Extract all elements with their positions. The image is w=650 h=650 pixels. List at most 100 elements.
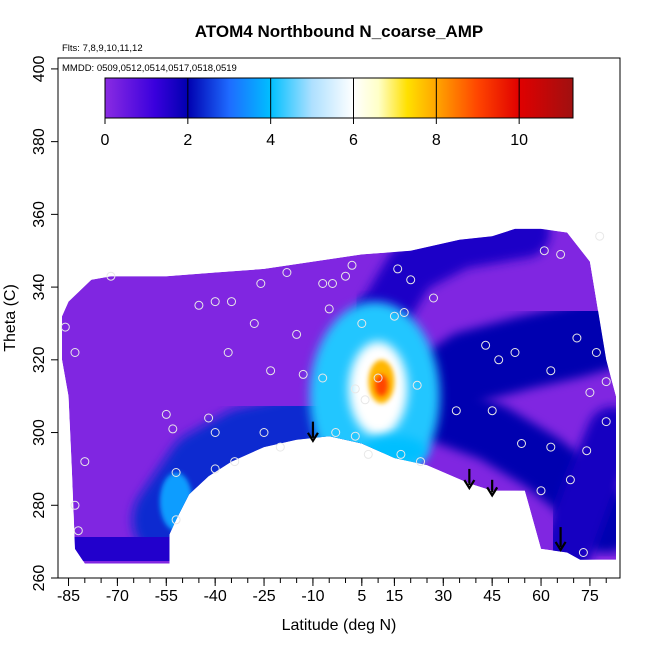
colorbar-tick-label: 8 — [432, 132, 441, 149]
sample-point — [328, 279, 337, 288]
sample-point — [292, 329, 302, 339]
x-tick-label: -70 — [106, 588, 129, 605]
sample-point — [591, 348, 601, 357]
sample-point — [350, 431, 360, 441]
field-band — [352, 228, 551, 349]
sample-point — [360, 395, 370, 405]
sample-point — [389, 311, 399, 321]
sample-point — [223, 348, 233, 357]
x-tick-label: -40 — [204, 588, 227, 605]
sample-point — [347, 260, 357, 270]
sample-point — [194, 300, 204, 310]
sample-point — [171, 515, 181, 525]
x-tick-label: 60 — [532, 588, 550, 605]
sample-point — [282, 268, 292, 277]
flight-arrows — [306, 421, 567, 552]
x-tick-label: -85 — [57, 588, 80, 605]
chart-title: ATOM4 Northbound N_coarse_AMP — [195, 22, 483, 41]
sample-point — [80, 457, 90, 467]
y-tick-label: 400 — [31, 55, 48, 82]
field-band — [62, 494, 214, 564]
x-tick-label: 45 — [483, 588, 501, 605]
sample-point — [204, 413, 214, 423]
colorbar-tick-label: 6 — [349, 132, 358, 149]
x-tick-label: -55 — [155, 588, 178, 605]
sample-point — [298, 369, 308, 379]
field-band — [390, 294, 616, 433]
x-tick-label: 75 — [581, 588, 599, 605]
sample-point — [171, 468, 181, 477]
field-blob — [374, 374, 388, 397]
field-blob — [159, 472, 193, 531]
x-tick-label: 5 — [357, 588, 366, 605]
sample-point — [494, 355, 504, 365]
sample-point — [539, 246, 549, 256]
sample-point — [510, 348, 520, 357]
field-band — [132, 388, 406, 564]
x-tick-label: 30 — [434, 588, 452, 605]
field-band — [541, 407, 616, 564]
sample-point — [227, 297, 236, 307]
sample-point — [210, 464, 220, 474]
sample-point — [412, 380, 422, 390]
flight-arrow-head — [463, 479, 476, 491]
sample-point — [373, 373, 383, 383]
sample-point — [601, 377, 611, 387]
sample-point — [259, 428, 269, 437]
sample-point — [396, 449, 406, 459]
y-tick-label: 280 — [31, 492, 48, 519]
sample-point — [582, 446, 592, 456]
sample-point — [601, 417, 611, 427]
sample-point — [572, 333, 582, 343]
sample-point — [230, 457, 240, 467]
plot-frame — [57, 57, 621, 579]
sample-point — [393, 264, 403, 274]
sample-point — [556, 249, 566, 259]
sample-point — [249, 319, 259, 328]
sample-point — [546, 442, 556, 452]
sample-point — [275, 442, 285, 452]
y-tick-label: 260 — [31, 565, 48, 592]
sample-point — [536, 486, 546, 496]
colorbar-tick-label: 2 — [183, 132, 192, 149]
sample-point — [60, 322, 70, 332]
sample-point — [70, 348, 80, 357]
colorbar: 0 2 4 6 8 10 — [101, 77, 574, 149]
sample-point — [429, 293, 438, 303]
sample-point — [546, 366, 556, 376]
x-axis-label: Latitude (deg N) — [282, 617, 397, 634]
y-tick-label: 380 — [31, 128, 48, 155]
sample-point — [451, 406, 461, 416]
sample-point — [578, 548, 588, 557]
heatmap-field — [62, 228, 616, 564]
y-tick-label: 320 — [31, 346, 48, 373]
sample-point — [324, 304, 334, 314]
x-axis: -85 -70 -55 -40 -25 -10 5 15 30 45 60 75 — [57, 578, 607, 605]
sample-points — [60, 231, 611, 557]
sample-point — [357, 319, 367, 328]
y-tick-label: 300 — [31, 419, 48, 446]
sample-point — [168, 424, 178, 434]
sample-point — [416, 457, 425, 467]
y-tick-label: 360 — [31, 201, 48, 228]
dates-note: MMDD: 0509,0512,0514,0517,0518,0519 — [62, 63, 237, 74]
y-tick-label: 340 — [31, 274, 48, 301]
sample-point — [256, 279, 266, 288]
flight-arrow-head — [306, 432, 319, 443]
sample-point — [341, 271, 350, 281]
sample-point — [106, 271, 116, 281]
sample-point — [487, 406, 497, 416]
sample-point — [266, 366, 276, 376]
y-axis-label: Theta (C) — [2, 284, 19, 352]
sample-point — [406, 275, 416, 285]
sample-point — [210, 428, 220, 437]
sample-point — [350, 384, 360, 394]
sample-point — [363, 449, 373, 459]
sample-point — [565, 475, 575, 485]
colorbar-tick-label: 4 — [266, 132, 275, 149]
sample-point — [585, 388, 595, 397]
flight-arrow-head — [486, 486, 499, 498]
field-blob — [361, 436, 427, 466]
sample-point — [517, 439, 526, 448]
